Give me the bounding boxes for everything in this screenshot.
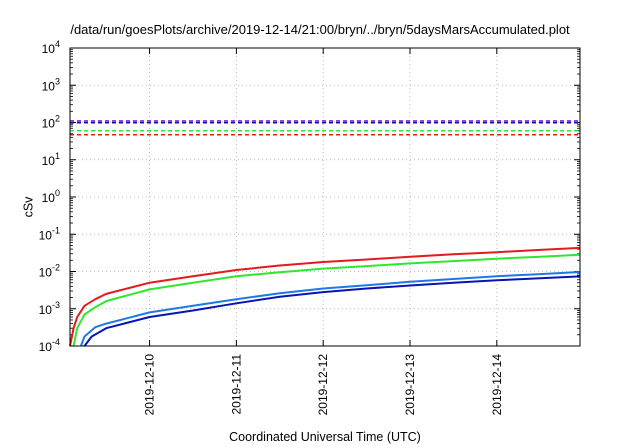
series-group [69, 120, 581, 347]
y-axis-label: cSv [21, 196, 36, 218]
y-tick-labels: 104 103 102 101 100 10-1 10-2 10-3 10-4 [39, 39, 60, 354]
plot-frame [69, 47, 581, 347]
y-tick-label: 10-1 [39, 225, 60, 242]
x-tick-labels: 2019-12-10 2019-12-11 2019-12-12 2019-12-13… [143, 354, 504, 416]
x-axis-label: Coordinated Universal Time (UTC) [229, 430, 421, 444]
y-tick-label: 100 [42, 188, 60, 205]
x-tick-label: 2019-12-12 [316, 354, 330, 416]
series-line [72, 253, 581, 347]
y-tick-label: 103 [42, 76, 60, 93]
x-tick-label: 2019-12-10 [143, 354, 157, 416]
y-tick-label: 10-3 [39, 300, 60, 317]
chart-title: /data/run/goesPlots/archive/2019-12-14/2… [70, 22, 570, 37]
series-line [83, 275, 581, 347]
y-tick-label: 104 [42, 39, 60, 56]
y-tick-label: 10-4 [39, 337, 60, 354]
y-tick-label: 102 [42, 114, 60, 131]
series-line [79, 271, 581, 347]
series-line [69, 246, 581, 347]
x-tick-label: 2019-12-13 [403, 354, 417, 416]
x-tick-label: 2019-12-14 [490, 354, 504, 416]
y-tick-label: 101 [42, 151, 60, 168]
x-tick-label: 2019-12-11 [229, 354, 243, 415]
y-tick-label: 10-2 [39, 263, 60, 280]
